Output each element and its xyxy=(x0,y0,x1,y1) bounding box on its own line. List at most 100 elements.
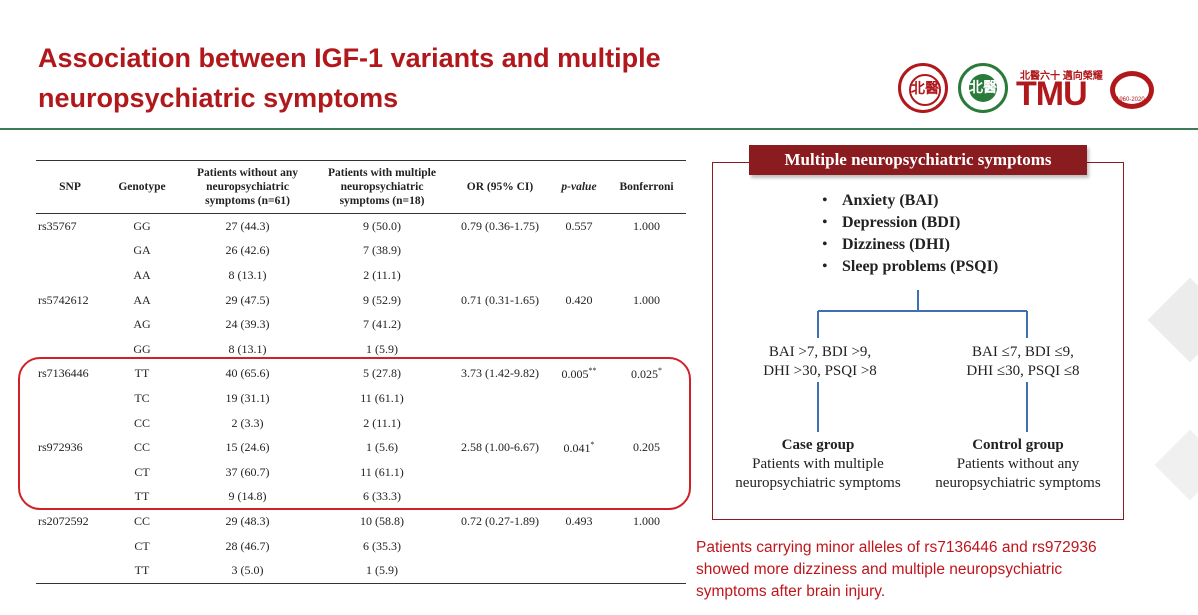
cell-with: 2 (11.1) xyxy=(363,415,401,430)
hospital-seal-logo: 北醫 xyxy=(958,63,1008,113)
cell-with: 6 (35.3) xyxy=(363,538,401,553)
cell-bonf: 1.000 xyxy=(633,218,660,233)
table-row: TC 19 (31.1) 11 (61.1) xyxy=(36,386,686,411)
criteria-line: DHI >30, PSQI >8 xyxy=(763,363,877,379)
cell-snp: rs7136446 xyxy=(38,366,89,381)
cell-p: 0.493 xyxy=(565,513,593,528)
group-line: Patients without any xyxy=(956,456,1080,472)
table-row: GA 26 (42.6) 7 (38.9) xyxy=(36,239,686,264)
cell-bonf: 0.205 xyxy=(633,440,660,455)
table-row: AA 8 (13.1) 2 (11.1) xyxy=(36,263,686,288)
cell-without: 26 (42.6) xyxy=(225,243,270,258)
header-genotype: Genotype xyxy=(104,160,180,214)
association-table: SNP Genotype Patients without any neurop… xyxy=(36,160,686,584)
cell-with: 5 (27.8) xyxy=(363,366,401,381)
header-without-symptoms: Patients without any neuropsychiatric sy… xyxy=(180,160,315,214)
cell-genotype: GG xyxy=(133,341,151,356)
cell-snp: rs2072592 xyxy=(38,513,89,528)
cell-with: 11 (61.1) xyxy=(360,390,404,405)
cell-genotype: CC xyxy=(133,415,150,430)
cell-snp: rs35767 xyxy=(38,218,77,233)
header-snp: SNP xyxy=(36,160,104,214)
table-body: rs35767 GG 27 (44.3) 9 (50.0) 0.79 (0.36-1.7… xyxy=(36,214,686,584)
cell-genotype: GG xyxy=(133,218,151,233)
note-line: Patients carrying minor alleles of rs713… xyxy=(696,539,1097,556)
cell-without: 37 (60.7) xyxy=(225,464,270,479)
cell-snp: rs972936 xyxy=(38,440,83,455)
cell-or: 0.71 (0.31-1.65) xyxy=(461,292,539,307)
cell-without: 8 (13.1) xyxy=(228,341,267,356)
criteria-line: BAI >7, BDI >9, xyxy=(768,344,872,360)
cell-with: 10 (58.8) xyxy=(360,513,404,528)
note-line: symptoms after brain injury. xyxy=(696,583,886,600)
cell-p: 0.557 xyxy=(565,218,593,233)
slide-title-line: neuropsychiatric symptoms xyxy=(38,83,399,113)
case-criteria: BAI >7, BDI >9, DHI >30, PSQI >8 xyxy=(760,343,880,381)
cell-snp xyxy=(36,558,104,584)
significance-marker: * xyxy=(658,365,662,375)
slide-title: Association between IGF-1 variants and m… xyxy=(38,38,858,118)
cell-genotype: TT xyxy=(134,366,150,381)
symptom-item: Sleep problems (PSQI) xyxy=(822,256,998,278)
conclusion-note: Patients carrying minor alleles of rs713… xyxy=(696,537,1176,603)
header-with-symptoms: Patients with multiple neuropsychiatric … xyxy=(315,160,449,214)
cell-genotype: CC xyxy=(133,440,150,455)
symptom-item: Depression (BDI) xyxy=(822,212,998,234)
cell-genotype: TC xyxy=(134,390,150,405)
cell-or: 3.73 (1.42-9.82) xyxy=(461,366,539,381)
cell-or: 0.79 (0.36-1.75) xyxy=(461,218,539,233)
cell-with: 9 (52.9) xyxy=(363,292,401,307)
cell-genotype: CC xyxy=(133,513,150,528)
header-bonferroni: Bonferroni xyxy=(607,160,686,214)
cell-without: 28 (46.7) xyxy=(225,538,270,553)
table-row: CC 2 (3.3) 2 (11.1) xyxy=(36,411,686,436)
cell-genotype: CT xyxy=(134,538,150,553)
cell-genotype: AA xyxy=(133,292,151,307)
cell-genotype: GA xyxy=(133,243,151,258)
group-line: Patients with multiple xyxy=(752,456,884,472)
table-row: AG 24 (39.3) 7 (41.2) xyxy=(36,312,686,337)
cell-without: 29 (48.3) xyxy=(225,513,270,528)
significance-marker: * xyxy=(590,439,595,449)
cell-bonf xyxy=(607,558,686,584)
seal-mark: 北醫 xyxy=(909,74,941,106)
cell-without: 9 (14.8) xyxy=(228,489,267,504)
significant-rows-highlight xyxy=(18,357,691,510)
control-criteria: BAI ≤7, BDI ≤9, DHI ≤30, PSQI ≤8 xyxy=(953,343,1093,381)
symptom-item: Dizziness (DHI) xyxy=(822,234,998,256)
cell-p: 0.041* xyxy=(563,439,595,455)
cell-without: 15 (24.6) xyxy=(225,440,270,455)
cell-p: 0.005** xyxy=(561,365,597,381)
table-row: GG 8 (13.1) 1 (5.9) xyxy=(36,337,686,362)
cell-genotype: AA xyxy=(133,267,151,282)
cell-with: 1 (5.9) xyxy=(315,558,449,584)
header-p-value-text: p-value xyxy=(561,181,597,193)
cell-genotype: TT xyxy=(134,489,150,504)
table-row: TT 9 (14.8) 6 (33.3) xyxy=(36,485,686,510)
symptom-list: Anxiety (BAI) Depression (BDI) Dizziness… xyxy=(822,190,998,278)
diagram-header: Multiple neuropsychiatric symptoms xyxy=(749,145,1087,175)
cell-p xyxy=(551,558,607,584)
cell-with: 7 (38.9) xyxy=(363,243,401,258)
table-row: rs7136446 TT 40 (65.6) 5 (27.8) 3.73 (1.42-9… xyxy=(36,362,686,387)
cell-snp: rs5742612 xyxy=(38,292,89,307)
anniversary-wordmark: TMU xyxy=(1016,75,1088,113)
note-line: showed more dizziness and multiple neuro… xyxy=(696,561,1063,578)
header-line: Patients with multiple xyxy=(328,167,436,179)
criteria-line: BAI ≤7, BDI ≤9, xyxy=(972,344,1074,360)
cell-with: 1 (5.9) xyxy=(366,341,398,356)
table-row: rs2072592 CC 29 (48.3) 10 (58.8) 0.72 (0.27-… xyxy=(36,509,686,534)
anniversary-logo: 北醫六十 邁向榮耀 TMU 1960-2020 xyxy=(1016,65,1166,115)
anniversary-years: 1960-2020 xyxy=(1116,97,1145,103)
control-group: Control group Patients without any neuro… xyxy=(918,436,1118,493)
cell-without: 40 (65.6) xyxy=(225,366,270,381)
cell-without: 2 (3.3) xyxy=(231,415,264,430)
header-line: neuropsychiatric xyxy=(340,181,424,193)
criteria-line: DHI ≤30, PSQI ≤8 xyxy=(966,363,1080,379)
cell-without: 29 (47.5) xyxy=(225,292,270,307)
cell-bonf: 1.000 xyxy=(633,513,660,528)
cell-genotype: CT xyxy=(134,464,150,479)
case-group-title: Case group xyxy=(781,437,855,453)
header-divider xyxy=(0,128,1198,130)
